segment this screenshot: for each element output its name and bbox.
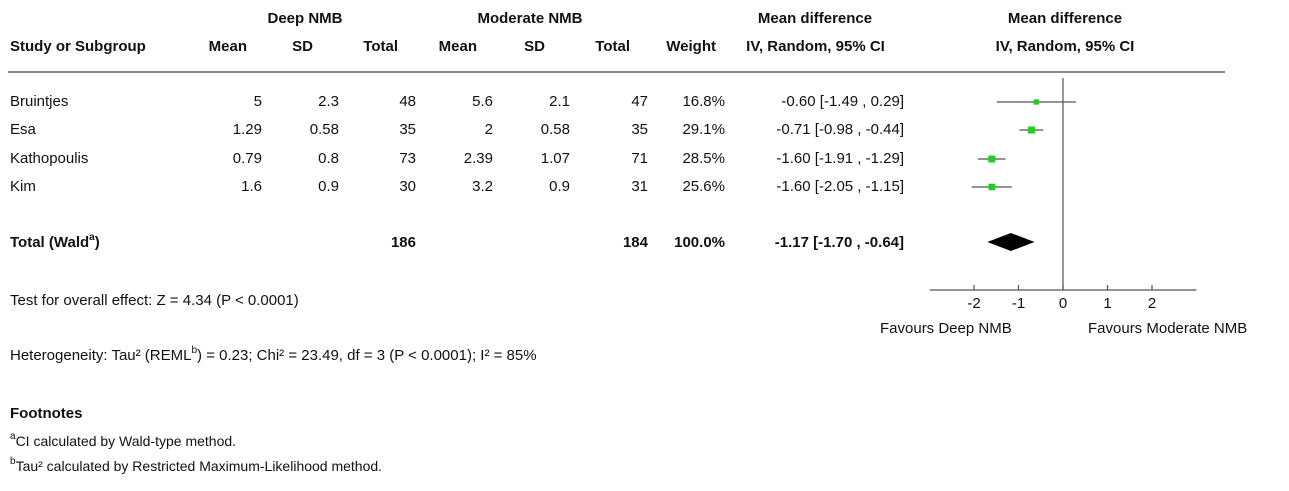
overall-effect-text: Test for overall effect: Z = 4.34 (P < 0… xyxy=(10,292,299,309)
md-column-header: Mean difference xyxy=(757,10,873,27)
study-marker xyxy=(988,183,996,191)
favours-left-label: Favours Deep NMB xyxy=(880,320,1012,337)
study-weight-cell: 16.8% xyxy=(682,93,725,110)
x-tick-label: 1 xyxy=(1103,295,1111,312)
study-marker xyxy=(1033,99,1039,105)
study-sd1-cell: 0.58 xyxy=(309,121,339,138)
x-tick-label: -2 xyxy=(967,295,980,312)
total2-value: 184 xyxy=(622,234,648,251)
mean2-header: Mean xyxy=(438,38,477,55)
study-sd1-cell: 0.9 xyxy=(318,178,339,195)
study-total1-cell: 48 xyxy=(399,93,416,110)
study-mean2-cell: 3.2 xyxy=(472,178,493,195)
study-sd1-cell: 2.3 xyxy=(318,93,339,110)
group1-header: Deep NMB xyxy=(267,10,343,27)
study-total2-cell: 35 xyxy=(631,121,648,138)
study-ci-cell: -0.71 [-0.98 , -0.44] xyxy=(776,121,904,138)
md-column-subheader: IV, Random, 95% CI xyxy=(746,38,885,55)
study-weight-cell: 28.5% xyxy=(682,150,725,167)
study-total1-cell: 35 xyxy=(399,121,416,138)
favours-right-label: Favours Moderate NMB xyxy=(1088,320,1248,337)
study-sd1-cell: 0.8 xyxy=(318,150,339,167)
study-ci-cell: -0.60 [-1.49 , 0.29] xyxy=(781,93,904,110)
x-tick-label: 2 xyxy=(1148,295,1156,312)
mean1-header: Mean xyxy=(208,38,247,55)
study-total2-cell: 47 xyxy=(631,93,648,110)
study-weight-cell: 25.6% xyxy=(682,178,725,195)
footnotes-title: Footnotes xyxy=(10,405,83,422)
total-weight: 100.0% xyxy=(674,234,725,251)
study-sd2-cell: 2.1 xyxy=(549,93,570,110)
study-name-cell: Bruintjes xyxy=(10,93,69,110)
study-mean2-cell: 5.6 xyxy=(472,93,493,110)
study-total1-cell: 30 xyxy=(399,178,416,195)
total-ci: -1.17 [-1.70 , -0.64] xyxy=(774,234,904,251)
study-name-cell: Kathopoulis xyxy=(10,150,89,167)
study-total2-cell: 31 xyxy=(631,178,648,195)
study-weight-cell: 29.1% xyxy=(682,121,725,138)
study-mean2-cell: 2.39 xyxy=(463,150,493,167)
pooled-diamond xyxy=(987,233,1035,251)
total1-header: Total xyxy=(363,38,398,55)
study-sd2-cell: 0.58 xyxy=(540,121,570,138)
sd1-header: SD xyxy=(292,38,313,55)
study-ci-cell: -1.60 [-2.05 , -1.15] xyxy=(776,178,904,195)
total-label: Total (Walda) xyxy=(10,232,100,252)
study-mean1-cell: 0.79 xyxy=(232,150,262,167)
study-total1-cell: 73 xyxy=(399,150,416,167)
md-plot-header: Mean difference xyxy=(1007,10,1123,27)
study-sd2-cell: 1.07 xyxy=(540,150,570,167)
study-ci-cell: -1.60 [-1.91 , -1.29] xyxy=(776,150,904,167)
heterogeneity-text: Heterogeneity: Tau² (REMLb) = 0.23; Chi²… xyxy=(10,345,537,365)
x-tick-label: -1 xyxy=(1012,295,1025,312)
footnote-b: bTau² calculated by Restricted Maximum-L… xyxy=(10,456,383,474)
total1-value: 186 xyxy=(390,234,416,251)
weight-header: Weight xyxy=(666,38,716,55)
x-tick-label: 0 xyxy=(1059,295,1067,312)
study-mean1-cell: 5 xyxy=(253,93,262,110)
study-mean2-cell: 2 xyxy=(484,121,493,138)
study-sd2-cell: 0.9 xyxy=(549,178,570,195)
study-header: Study or Subgroup xyxy=(10,38,146,55)
study-mean1-cell: 1.29 xyxy=(232,121,262,138)
study-marker xyxy=(988,155,996,163)
study-name-cell: Kim xyxy=(10,178,36,195)
sd2-header: SD xyxy=(524,38,545,55)
header-separator xyxy=(8,71,1225,73)
study-marker xyxy=(1027,126,1035,134)
study-total2-cell: 71 xyxy=(631,150,648,167)
md-plot-subheader: IV, Random, 95% CI xyxy=(995,38,1135,55)
study-name-cell: Esa xyxy=(10,121,36,138)
group2-header: Moderate NMB xyxy=(477,10,583,27)
study-mean1-cell: 1.6 xyxy=(241,178,262,195)
total2-header: Total xyxy=(595,38,630,55)
footnote-a: aCI calculated by Wald-type method. xyxy=(10,431,237,449)
